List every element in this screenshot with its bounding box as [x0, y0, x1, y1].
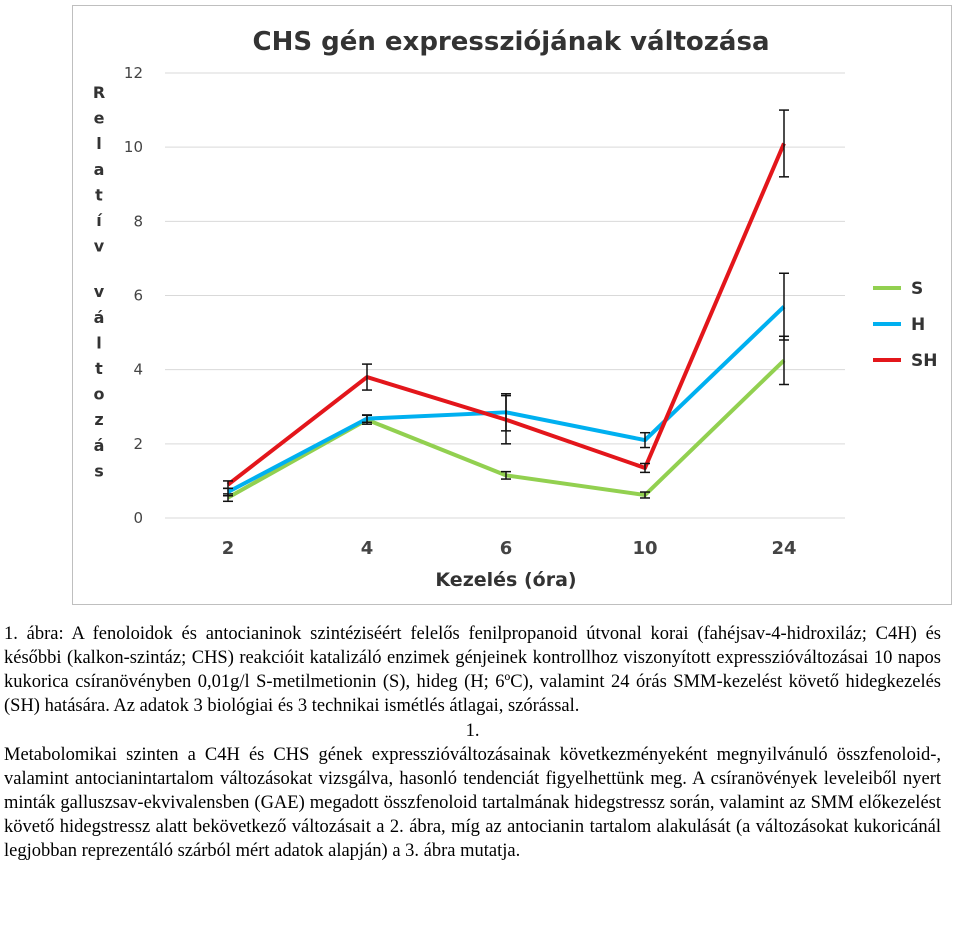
series-SH: [223, 109, 789, 490]
figure-caption: 1. ábra: A fenoloidok és antocianinok sz…: [4, 624, 941, 716]
section-number: 1.: [465, 721, 480, 741]
x-tick-label: 10: [632, 538, 657, 559]
x-tick-label: 4: [361, 538, 374, 559]
legend-item: H: [873, 315, 925, 335]
y-label-char: á: [94, 436, 105, 455]
y-tick-label: 4: [133, 361, 143, 379]
y-label-char: l: [96, 134, 101, 153]
y-label-char: í: [96, 211, 103, 230]
legend-item: S: [873, 279, 923, 299]
text-block: 1. ábra: A fenoloidok és antocianinok sz…: [4, 622, 941, 863]
error-bar: [640, 462, 650, 474]
line-chart: CHS gén expressziójának változása 024681…: [93, 27, 938, 591]
error-bar: [362, 414, 372, 424]
legend-item: SH: [873, 351, 937, 371]
legend: SH SH: [873, 279, 937, 371]
error-bar: [501, 394, 511, 445]
error-bar: [640, 431, 650, 449]
y-tick-label: 8: [133, 212, 143, 230]
y-label-char: l: [96, 333, 101, 352]
chart-title: CHS gén expressziójának változása: [252, 27, 769, 57]
y-tick-label: 12: [124, 64, 143, 82]
y-label-char: s: [94, 461, 104, 480]
error-bar: [779, 272, 789, 341]
y-label-char: e: [94, 109, 105, 128]
grid: [165, 72, 845, 519]
error-bar: [223, 480, 233, 490]
legend-label: SH: [911, 351, 937, 371]
error-bar: [501, 470, 511, 480]
y-label-char: z: [94, 410, 103, 429]
y-axis-ticks: 0 2 4 6 8 10 12: [124, 64, 143, 527]
error-bar: [779, 109, 789, 178]
y-tick-label: 6: [133, 287, 143, 305]
x-tick-label: 24: [771, 538, 796, 559]
error-bar: [779, 335, 789, 386]
y-label-char: o: [94, 385, 105, 404]
body-paragraph: Metabolomikai szinten a C4H és CHS gének…: [4, 745, 941, 861]
legend-label: S: [911, 279, 923, 299]
x-axis-label: Kezelés (óra): [435, 569, 576, 591]
y-tick-label: 2: [133, 435, 143, 453]
y-label-char: t: [95, 359, 103, 378]
y-tick-label: 0: [133, 509, 143, 527]
legend-label: H: [911, 315, 925, 335]
series-H: [223, 272, 789, 497]
y-label-char: a: [94, 160, 105, 179]
error-bar: [362, 363, 372, 391]
y-tick-label: 10: [124, 138, 143, 156]
error-bar: [640, 491, 650, 499]
y-label-char: v: [94, 237, 105, 256]
x-tick-label: 6: [500, 538, 513, 559]
y-label-char: t: [95, 185, 103, 204]
y-label-char: á: [94, 308, 105, 327]
x-axis-ticks: 2 4 6 10 24: [222, 538, 797, 559]
y-label-char: v: [94, 282, 105, 301]
y-label-char: R: [93, 83, 105, 102]
series-lines: [223, 109, 789, 503]
x-tick-label: 2: [222, 538, 235, 559]
